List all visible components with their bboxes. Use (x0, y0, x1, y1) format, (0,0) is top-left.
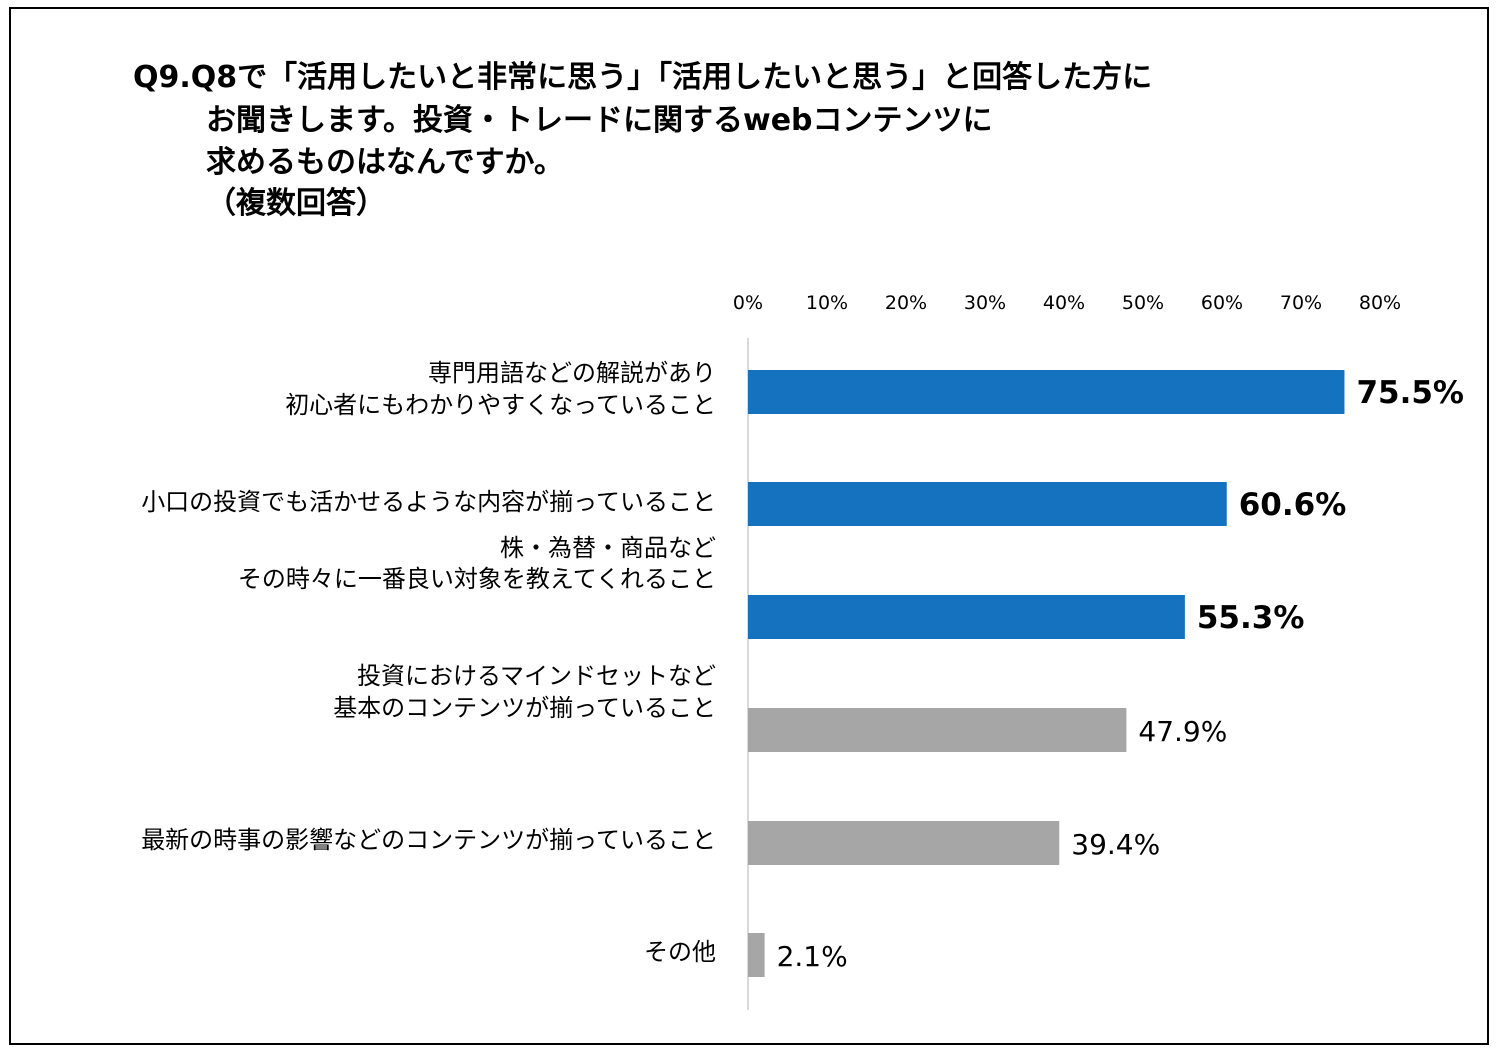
x-tick-label: 70% (1280, 292, 1322, 314)
chart-title-line-3: 求めるものはなんですか。 (206, 145, 564, 180)
category-label: 専門用語などの解説があり (428, 359, 716, 387)
x-tick-label: 40% (1043, 292, 1085, 314)
chart-title-line-2: お聞きします。投資・トレードに関するwebコンテンツに (206, 103, 993, 138)
data-label: 39.4% (1071, 828, 1160, 861)
category-label: 基本のコンテンツが揃っていること (333, 694, 716, 722)
category-label: 最新の時事の影響などのコンテンツが揃っていること (141, 826, 716, 854)
data-label: 47.9% (1138, 715, 1227, 748)
data-label: 55.3% (1197, 600, 1305, 636)
bar (748, 821, 1060, 865)
x-tick-label: 80% (1359, 292, 1401, 314)
bar (748, 933, 765, 977)
chart-title-line-1: Q9.Q8で「活用したいと非常に思う」「活用したいと思う」と回答した方に (133, 60, 1153, 95)
chart-frame (9, 7, 1489, 1045)
x-tick-label: 20% (885, 292, 927, 314)
data-label: 60.6% (1239, 487, 1347, 523)
x-tick-label: 10% (806, 292, 848, 314)
data-label: 75.5% (1356, 375, 1464, 411)
x-tick-label: 30% (964, 292, 1006, 314)
x-tick-label: 60% (1201, 292, 1243, 314)
category-label: 初心者にもわかりやすくなっていること (285, 391, 716, 419)
category-label: その時々に一番良い対象を教えてくれること (238, 565, 716, 593)
bar (748, 482, 1227, 526)
bar (748, 708, 1127, 752)
x-tick-label: 0% (733, 292, 763, 314)
bar (748, 370, 1345, 414)
bar (748, 595, 1185, 639)
category-label: その他 (644, 938, 716, 966)
category-label: 小口の投資でも活かせるような内容が揃っていること (141, 488, 716, 516)
category-label: 株・為替・商品など (500, 534, 716, 562)
category-label: 投資におけるマインドセットなど (357, 662, 716, 690)
chart-title-line-4: （複数回答） (206, 186, 386, 221)
x-tick-label: 50% (1122, 292, 1164, 314)
data-label: 2.1% (777, 940, 848, 973)
